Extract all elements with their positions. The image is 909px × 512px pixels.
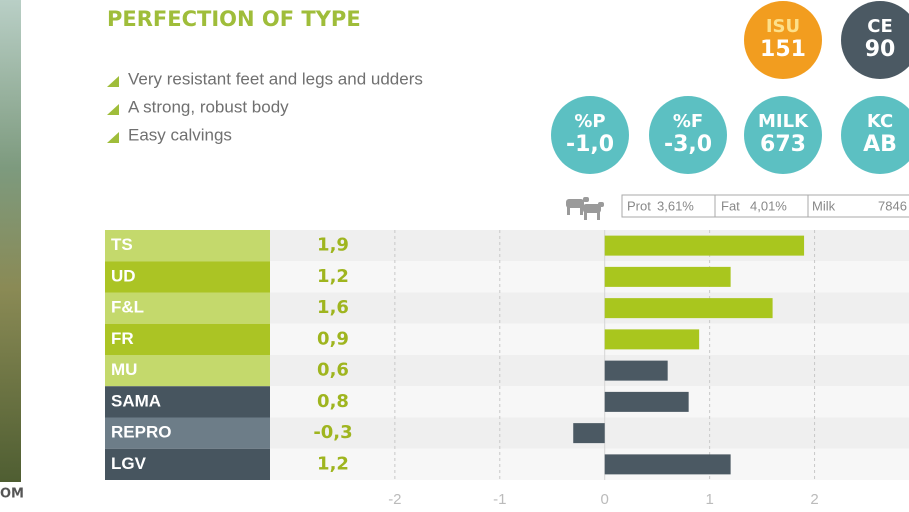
bar xyxy=(605,361,668,381)
bar xyxy=(605,298,773,318)
badge-label: ISU xyxy=(766,16,800,37)
x-tick-label: -2 xyxy=(388,491,401,508)
bar xyxy=(605,236,804,256)
value-label: 0,6 xyxy=(317,360,349,381)
bullet: Easy calvings xyxy=(128,125,232,144)
category-label: REPRO xyxy=(111,423,171,442)
page: OM PERFECTION OF TYPE Very resistant fee… xyxy=(0,0,909,512)
photo-strip xyxy=(0,0,21,482)
value-label: 0,8 xyxy=(317,391,349,412)
stat-value: 3,61% xyxy=(657,198,694,213)
photo-caption: OM xyxy=(0,487,24,502)
x-tick-label: 1 xyxy=(705,491,713,508)
category-label: UD xyxy=(111,266,136,285)
row-background xyxy=(270,386,909,417)
value-label: 1,9 xyxy=(317,235,349,256)
cow-icon xyxy=(566,197,604,220)
category-label: MU xyxy=(111,360,137,379)
stat-value: 4,01% xyxy=(750,198,787,213)
bullet: A strong, robust body xyxy=(128,97,289,116)
badge-value: 151 xyxy=(760,37,806,62)
badge-label: %P xyxy=(574,111,605,132)
stats-box: Prot 3,61% Fat 4,01% Milk 7846 xyxy=(622,195,909,217)
bullet-icon xyxy=(107,76,119,87)
badge-label: MILK xyxy=(758,111,809,132)
row-background xyxy=(270,261,909,292)
badge-value: 90 xyxy=(865,37,896,62)
bullet: Very resistant feet and legs and udders xyxy=(128,69,423,88)
bar xyxy=(605,267,731,287)
stat-label: Fat xyxy=(721,198,740,213)
value-label: 1,2 xyxy=(317,453,349,474)
row-background xyxy=(270,324,909,355)
title: PERFECTION OF TYPE xyxy=(107,7,361,31)
stat-label: Milk xyxy=(812,198,836,213)
badge-value: 673 xyxy=(760,132,806,157)
category-label: LGV xyxy=(111,454,147,473)
row-background xyxy=(270,230,909,261)
bar xyxy=(605,454,731,474)
row-background xyxy=(270,355,909,386)
x-tick-label: -1 xyxy=(493,491,506,508)
bullet-icon xyxy=(107,132,119,143)
value-label: 0,9 xyxy=(317,328,349,349)
bullet-icon xyxy=(107,104,119,115)
badge-label: %F xyxy=(673,111,703,132)
badge-label: KC xyxy=(867,111,893,132)
bullet-list: Very resistant feet and legs and udders … xyxy=(107,69,423,144)
bar xyxy=(605,329,699,349)
x-tick-label: 0 xyxy=(601,491,609,508)
badge-value: -3,0 xyxy=(664,132,712,157)
stat-label: Prot xyxy=(627,198,651,213)
value-label: 1,6 xyxy=(317,297,349,318)
chart: -2 -1 0 1 2 TS 1,9 UD 1,2 F&L 1,6 FR 0,9 MU 0,6 SAMA 0,8… xyxy=(105,230,909,508)
category-label: TS xyxy=(111,235,133,254)
category-label: F&L xyxy=(111,298,144,317)
stat-value: 7846 xyxy=(878,198,907,213)
x-tick-label: 2 xyxy=(810,491,818,508)
bar xyxy=(573,423,604,443)
row-background xyxy=(270,293,909,324)
value-label: -0,3 xyxy=(313,422,352,443)
category-label: SAMA xyxy=(111,391,161,410)
badge-label: CE xyxy=(867,16,893,37)
value-label: 1,2 xyxy=(317,266,349,287)
category-label: FR xyxy=(111,329,134,348)
bar xyxy=(605,392,689,412)
badge-value: AB xyxy=(863,132,897,157)
badge-value: -1,0 xyxy=(566,132,614,157)
row-background xyxy=(270,449,909,480)
